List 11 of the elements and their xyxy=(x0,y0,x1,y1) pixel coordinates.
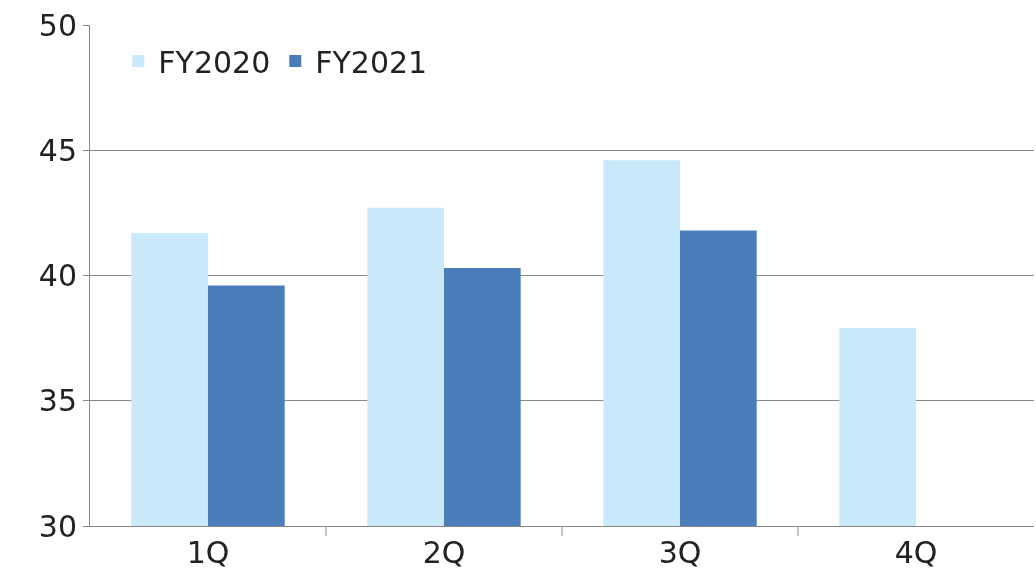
x-tick-label: 3Q xyxy=(658,535,702,570)
y-tick-label: 45 xyxy=(38,132,77,168)
legend-label: FY2021 xyxy=(315,44,428,80)
legend-label: FY2020 xyxy=(158,44,271,80)
x-tick-label: 4Q xyxy=(894,535,938,570)
y-tick-label: 30 xyxy=(38,508,77,544)
y-tick-label: 50 xyxy=(38,7,77,43)
x-tick-label: 2Q xyxy=(422,535,466,570)
y-tick-label: 40 xyxy=(38,258,77,293)
x-tick-label: 1Q xyxy=(186,535,230,570)
y-tick-label: 35 xyxy=(38,383,77,419)
